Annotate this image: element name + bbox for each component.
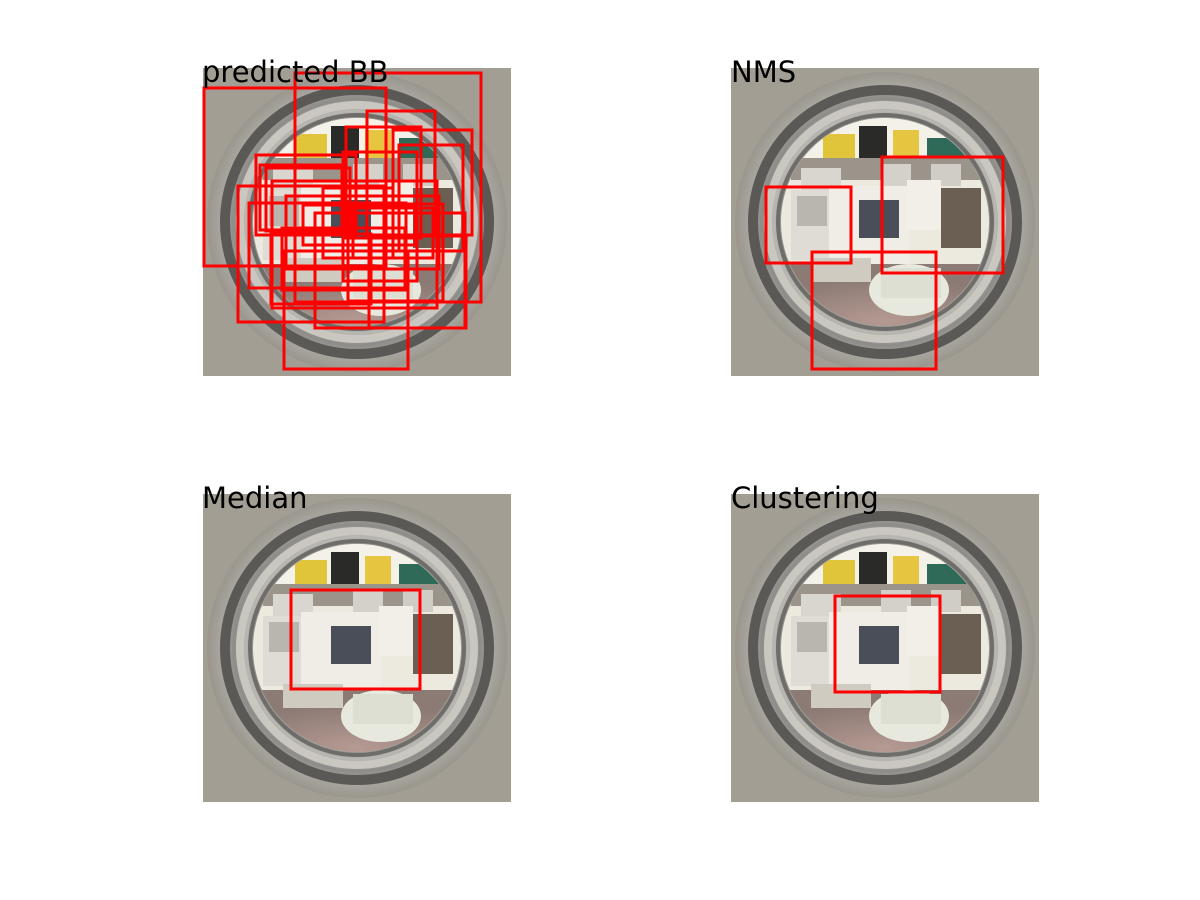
bounding-box — [289, 588, 422, 691]
lens-image — [203, 494, 511, 802]
lens-image — [731, 494, 1039, 802]
bounding-box — [833, 594, 942, 694]
panel-median — [203, 494, 511, 802]
panel-nms — [731, 68, 1039, 376]
bounding-box — [764, 185, 853, 265]
bounding-box — [264, 166, 352, 233]
panel-title: Median — [202, 481, 308, 515]
bounding-box — [880, 155, 1005, 275]
lens-image — [731, 68, 1039, 376]
bounding-box — [301, 203, 417, 247]
panel-predicted-bb — [203, 68, 511, 376]
bounding-box — [810, 250, 938, 371]
bounding-box — [236, 184, 386, 324]
panel-title: Clustering — [731, 481, 879, 515]
panel-clustering — [731, 494, 1039, 802]
bounding-box — [341, 150, 419, 283]
lens-image — [203, 68, 511, 376]
bounding-box — [397, 143, 465, 253]
bounding-box — [282, 249, 410, 371]
panel-title: NMS — [731, 55, 797, 89]
panel-title: predicted BB — [202, 55, 389, 89]
bounding-box — [269, 232, 373, 306]
bounding-box — [367, 234, 468, 330]
